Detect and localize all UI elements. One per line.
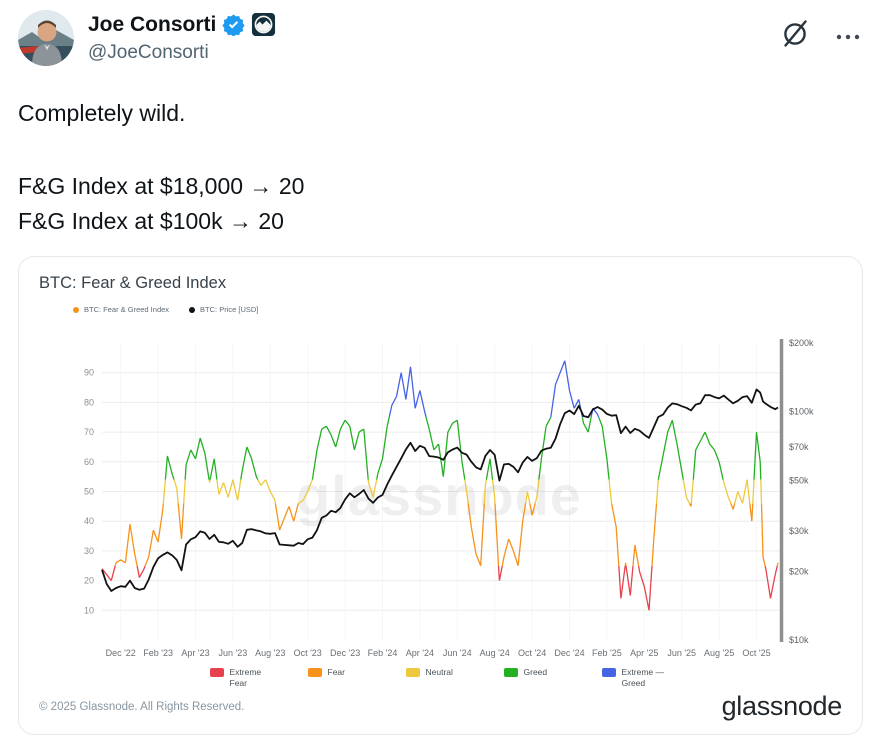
chart-card: BTC: Fear & Greed Index BTC: Fear & Gree… — [18, 256, 863, 735]
series-legend-item: BTC: Price [USD] — [189, 305, 258, 314]
svg-text:Aug '24: Aug '24 — [480, 648, 510, 658]
svg-text:10: 10 — [84, 605, 94, 615]
series-label: BTC: Fear & Greed Index — [84, 305, 170, 314]
svg-text:80: 80 — [84, 397, 94, 407]
legend-item-extreme-greed: Extreme — Greed — [601, 667, 672, 690]
svg-text:Feb '23: Feb '23 — [143, 648, 173, 658]
svg-text:Apr '23: Apr '23 — [181, 648, 209, 658]
svg-text:70: 70 — [84, 427, 94, 437]
series-dot-price — [189, 306, 196, 313]
svg-text:60: 60 — [84, 457, 94, 467]
grok-button[interactable] — [780, 18, 811, 49]
svg-text:$30k: $30k — [789, 526, 809, 536]
svg-text:30: 30 — [84, 546, 94, 556]
affiliate-badge-icon[interactable] — [251, 12, 276, 37]
svg-text:50: 50 — [84, 487, 94, 497]
svg-text:Oct '24: Oct '24 — [518, 648, 546, 658]
svg-text:Apr '25: Apr '25 — [630, 648, 658, 658]
svg-text:90: 90 — [84, 368, 94, 378]
svg-text:$70k: $70k — [789, 442, 809, 452]
svg-text:$10k: $10k — [789, 635, 809, 645]
copyright-text: © 2025 Glassnode. All Rights Reserved. — [39, 700, 245, 713]
tweet-body: Completely wild. F&G Index at $18,000 → … — [0, 98, 881, 239]
legend-item-fear: Fear — [307, 667, 378, 690]
glassnode-wordmark: glassnode — [721, 691, 843, 721]
tweet-text-line: F&G Index at $18,000 → 20 — [18, 173, 305, 199]
series-legend: BTC: Fear & Greed Index BTC: Price [USD] — [73, 305, 258, 314]
svg-text:Dec '24: Dec '24 — [554, 648, 584, 658]
tweet-text-line: F&G Index at $100k → 20 — [18, 208, 284, 234]
swatch-greed — [503, 668, 518, 677]
series-legend-item: BTC: Fear & Greed Index — [73, 305, 169, 314]
svg-text:20: 20 — [84, 576, 94, 586]
verified-badge-icon — [222, 14, 245, 36]
svg-text:Feb '25: Feb '25 — [592, 648, 622, 658]
svg-text:$50k: $50k — [789, 475, 809, 485]
avatar-photo — [18, 10, 74, 66]
fear-greed-chart-svg: 10 20 30 40 50 60 70 80 90 glassnode $200k $100k $70… — [84, 338, 814, 658]
author-name[interactable]: Joe Consorti — [88, 12, 217, 36]
legend-item-extreme-fear: Extreme Fear — [209, 667, 280, 690]
chart-plot-area: 10 20 30 40 50 60 70 80 90 glassnode $200k $100k $70… — [19, 335, 862, 670]
svg-text:Aug '23: Aug '23 — [255, 648, 285, 658]
svg-text:Jun '23: Jun '23 — [219, 648, 248, 658]
avatar[interactable] — [18, 10, 74, 66]
swatch-extreme-fear — [209, 668, 224, 677]
svg-text:Aug '25: Aug '25 — [704, 648, 734, 658]
header-actions — [780, 10, 861, 49]
svg-text:Jun '24: Jun '24 — [443, 648, 472, 658]
svg-text:Dec '22: Dec '22 — [106, 648, 136, 658]
grok-circle-slash-icon — [784, 20, 807, 47]
ellipsis-icon — [836, 34, 860, 39]
svg-text:Oct '23: Oct '23 — [294, 648, 322, 658]
more-button[interactable] — [835, 20, 861, 48]
series-label: BTC: Price [USD] — [200, 305, 259, 314]
legend-item-greed: Greed — [503, 667, 574, 690]
svg-text:$200k: $200k — [789, 338, 814, 348]
legend-item-neutral: Neutral — [405, 667, 476, 690]
swatch-extreme-greed — [601, 668, 616, 677]
category-legend: Extreme Fear Fear Neutral Greed Extreme … — [19, 667, 862, 690]
swatch-fear — [307, 668, 322, 677]
card-footer: © 2025 Glassnode. All Rights Reserved. g… — [39, 691, 842, 722]
svg-text:Jun '25: Jun '25 — [667, 648, 696, 658]
svg-text:glassnode: glassnode — [296, 464, 582, 527]
chart-title: BTC: Fear & Greed Index — [39, 274, 227, 292]
swatch-neutral — [405, 668, 420, 677]
tweet-header: Joe Consorti @JoeConsorti — [0, 0, 881, 66]
tweet-text-line: Completely wild. — [18, 100, 186, 126]
svg-text:$100k: $100k — [789, 407, 814, 417]
svg-text:Dec '23: Dec '23 — [330, 648, 360, 658]
svg-text:$20k: $20k — [789, 566, 809, 576]
svg-text:Apr '24: Apr '24 — [406, 648, 434, 658]
svg-text:40: 40 — [84, 516, 94, 526]
svg-text:Feb '24: Feb '24 — [368, 648, 398, 658]
author-handle: @JoeConsorti — [88, 42, 209, 63]
series-dot-fg — [73, 306, 79, 313]
svg-text:Oct '25: Oct '25 — [742, 648, 770, 658]
author-identity: Joe Consorti @JoeConsorti — [88, 10, 276, 64]
